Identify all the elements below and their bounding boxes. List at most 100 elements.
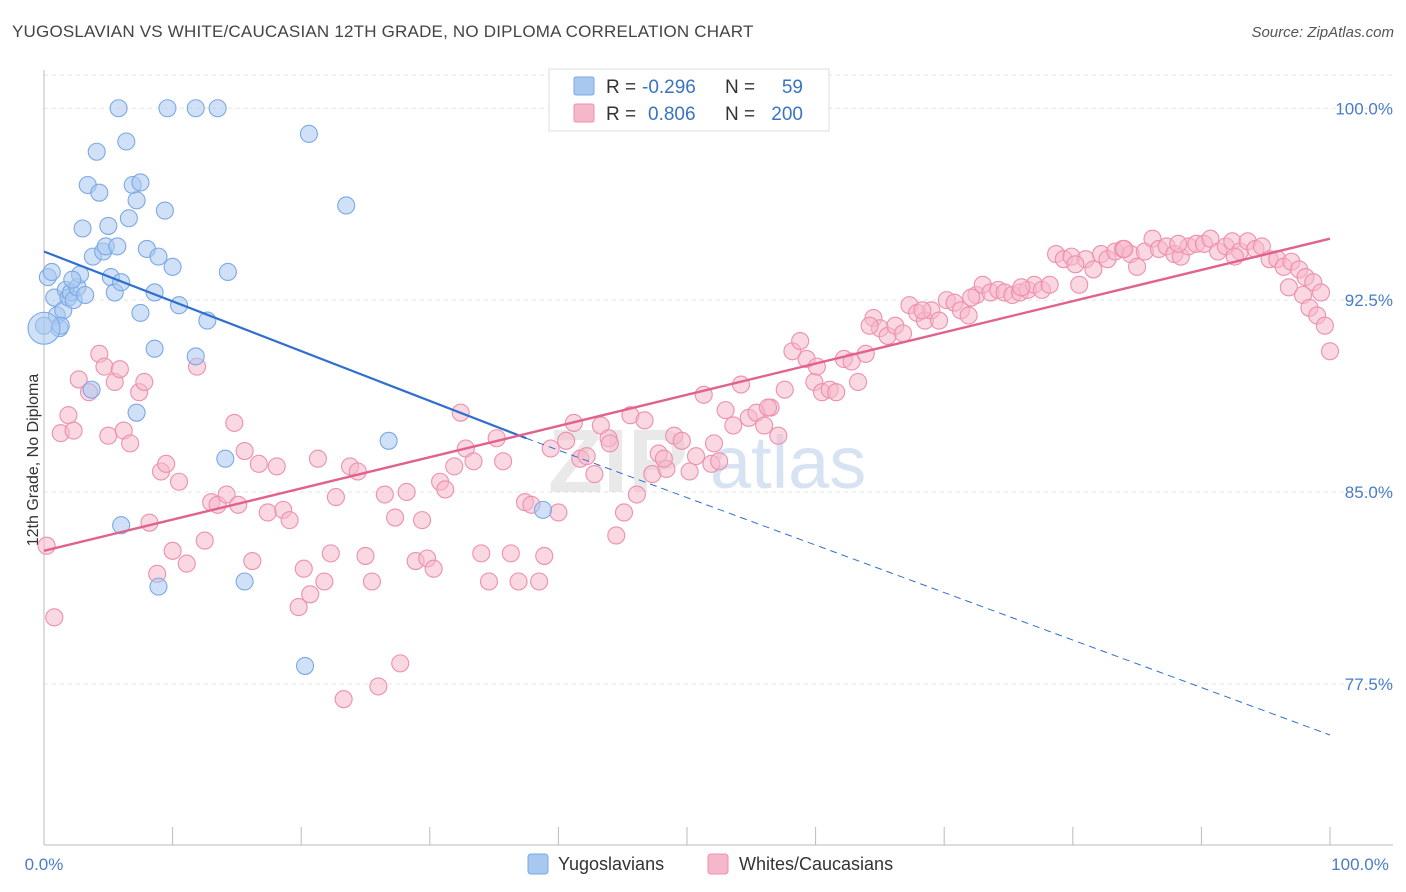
series-yugoslavians-points [27,99,553,675]
data-point [45,608,64,627]
data-point [585,465,604,484]
data-point [235,572,254,591]
source-label: Source: ZipAtlas.com [1251,24,1394,41]
data-point [541,439,560,458]
data-point [321,544,340,563]
data-point [530,572,549,591]
data-point [509,572,528,591]
data-point [216,449,235,468]
data-point [169,472,189,491]
data-point [959,306,978,325]
data-point [258,503,277,522]
data-point [710,452,729,471]
legend-top: R = -0.296 N = 59 R = 0.806 N = 200 [548,68,830,132]
data-point [249,454,268,473]
y-tick-label: 85.0% [1345,483,1393,502]
data-point [716,401,735,420]
data-point [296,656,315,675]
grid-lines [44,74,1393,685]
x-ticks [43,827,1331,845]
chart-title: YUGOSLAVIAN VS WHITE/CAUCASIAN 12TH GRAD… [12,22,754,41]
data-point [186,99,205,118]
y-tick-label: 92.5% [1345,291,1393,310]
data-point [627,485,646,504]
data-point [724,416,743,435]
watermark-atlas: atlas [710,421,866,504]
data-point [99,426,118,445]
data-point [59,406,78,425]
data-point [487,429,506,448]
data-point [163,541,182,560]
data-point [186,347,205,366]
data-point [686,447,706,466]
data-point [913,301,932,320]
legend-box [548,68,830,132]
data-point [413,511,432,530]
data-point [755,416,774,435]
legend-r-label-1: R = [606,104,636,125]
data-point [635,411,654,430]
data-point [1320,342,1340,361]
data-point [607,526,626,545]
data-point [127,191,146,210]
data-point [680,462,699,481]
data-point [1115,239,1134,259]
y-axis-label: 12th Grade, No Diploma [25,374,42,547]
y-tick-labels: 100.0% 92.5% 85.0% 77.5% [1335,99,1393,694]
data-point [155,201,174,220]
bottom-legend-label-yugoslavians: Yugoslavians [558,854,664,874]
trend-line-yugoslavians-extension [526,437,1331,736]
data-point [375,485,394,504]
data-point [90,183,109,202]
data-point [386,508,405,527]
data-point [99,216,118,235]
data-point [445,457,464,476]
data-point [494,452,513,471]
data-point [158,99,177,118]
data-point [208,99,227,118]
data-point [119,209,138,228]
trend-lines [43,237,1331,736]
data-point [557,431,576,450]
data-point [769,426,788,445]
data-point [121,434,140,453]
data-point [1084,260,1103,279]
legend-bottom: Yugoslavians Whites/Caucasians [527,853,893,875]
data-point [235,441,254,461]
data-point [860,316,879,335]
y-tick-label: 77.5% [1345,675,1393,694]
legend-n-label-1: N = [725,104,755,125]
data-point [1012,278,1031,297]
data-point [149,577,168,596]
data-point [549,503,568,522]
legend-r-value-1: 0.806 [648,104,696,125]
series-whites-points [37,229,1340,709]
data-point [930,311,949,330]
data-point [672,431,691,450]
data-point [577,447,596,466]
data-point [135,372,154,392]
data-point [110,360,129,379]
legend-n-value-0: 59 [782,77,803,98]
data-point-large [27,311,61,345]
data-point [1315,316,1334,335]
data-point [424,559,443,578]
data-point [369,677,388,696]
legend-swatch-whites [573,103,595,123]
data-point [704,434,724,453]
data-point [842,352,861,371]
data-point [1128,257,1147,276]
data-point [95,357,114,376]
data-point [362,572,381,591]
data-point [464,452,483,471]
data-point [1066,255,1085,274]
data-point [1169,234,1188,253]
x-tick-label-right: 100.0% [1331,855,1389,874]
data-point [149,247,168,266]
bottom-legend-swatch-yugoslavians [527,853,549,875]
trend-line-whites [43,237,1331,552]
data-point [108,237,127,256]
data-point [600,434,619,453]
data-point [82,380,101,399]
